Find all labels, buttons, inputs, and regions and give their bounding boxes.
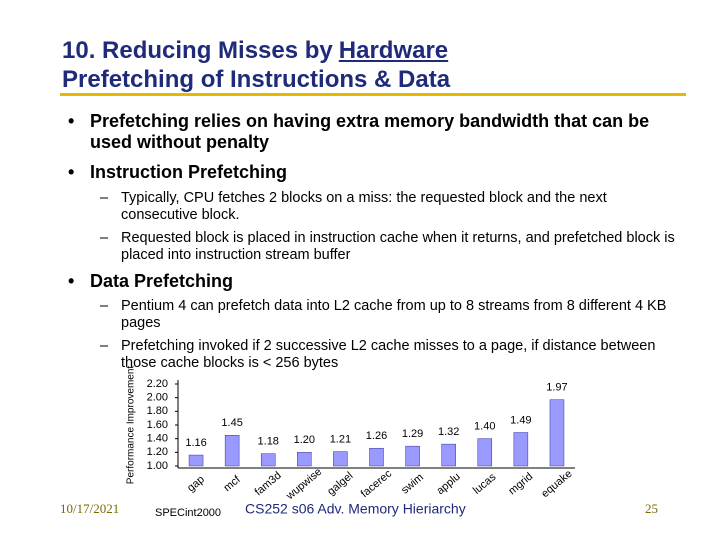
x-tick-label: wupwise bbox=[283, 466, 324, 503]
bullet: Prefetching relies on having extra memor… bbox=[90, 111, 650, 152]
x-tick-label: lucas bbox=[471, 471, 499, 497]
bar bbox=[441, 443, 456, 467]
value-label: 1.18 bbox=[258, 436, 279, 448]
sub-bullet-marker: – bbox=[100, 298, 109, 314]
footer-page: 25 bbox=[645, 501, 658, 516]
title-text: 10. Reducing Misses by bbox=[62, 37, 333, 64]
y-tick-label: 1.40 bbox=[147, 433, 168, 445]
title-text: Prefetching of Instructions & Data bbox=[62, 66, 451, 93]
y-tick-label: 1.80 bbox=[147, 405, 168, 417]
x-tick-label: fam3d bbox=[253, 470, 284, 499]
value-label: 1.16 bbox=[185, 437, 206, 449]
value-label: 1.40 bbox=[474, 421, 495, 433]
bar bbox=[297, 452, 312, 467]
footer-course: CS252 s06 Adv. Memory Hieriarchy bbox=[245, 501, 466, 517]
bar bbox=[369, 447, 384, 467]
x-tick-label: mcf bbox=[221, 473, 243, 494]
y-tick-label: 1.60 bbox=[147, 419, 168, 431]
bullet: Data Prefetching bbox=[90, 271, 234, 291]
slide-title: 10. Reducing Misses by Hardware Prefetchi… bbox=[62, 36, 450, 94]
x-tick-label: galgel bbox=[325, 470, 355, 498]
sub-bullet: Prefetching invoked if 2 successive L2 c… bbox=[121, 338, 656, 371]
bar bbox=[477, 438, 493, 467]
x-axis-title: SPECint2000 bbox=[155, 507, 221, 519]
bar bbox=[188, 454, 204, 467]
x-tick-label: gap bbox=[185, 473, 207, 494]
value-label: 1.45 bbox=[221, 417, 242, 429]
y-tick-label: 2.20 bbox=[147, 378, 168, 390]
sub-bullet-marker: – bbox=[100, 338, 109, 354]
value-label: 1.21 bbox=[330, 434, 351, 446]
bullet-marker: • bbox=[68, 271, 75, 291]
bullet-marker: • bbox=[68, 162, 75, 182]
title-rule bbox=[60, 93, 686, 96]
y-axis-title: Performance Improvement bbox=[126, 366, 137, 485]
y-tick-label: 1.20 bbox=[147, 446, 168, 458]
bar bbox=[260, 453, 276, 467]
sub-bullet: Pentium 4 can prefetch data into L2 cach… bbox=[121, 298, 667, 331]
sub-bullet-marker: – bbox=[100, 190, 109, 206]
x-tick-label: mgrid bbox=[506, 470, 535, 497]
x-tick-label: applu bbox=[434, 471, 462, 497]
value-label: 1.20 bbox=[294, 434, 315, 446]
bar bbox=[513, 432, 529, 467]
value-label: 1.49 bbox=[510, 414, 531, 426]
y-tick-label: 2.00 bbox=[147, 392, 168, 404]
sub-bullet: Requested block is placed in instruction… bbox=[121, 230, 675, 263]
sub-bullet-marker: – bbox=[100, 230, 109, 246]
bar bbox=[405, 445, 420, 467]
bar bbox=[333, 451, 348, 467]
title-underlined: Hardware bbox=[338, 37, 449, 64]
sub-bullet: Typically, CPU fetches 2 blocks on a mis… bbox=[121, 190, 607, 223]
y-tick-label: 1.00 bbox=[147, 460, 168, 472]
value-label: 1.26 bbox=[366, 430, 387, 442]
bar bbox=[224, 435, 240, 467]
bullet-marker: • bbox=[68, 111, 75, 131]
footer-date: 10/17/2021 bbox=[60, 501, 119, 516]
x-tick-label: swim bbox=[399, 471, 426, 496]
bullet: Instruction Prefetching bbox=[90, 162, 288, 182]
x-tick-label: facerec bbox=[359, 467, 395, 500]
bar bbox=[549, 399, 565, 467]
value-label: 1.32 bbox=[438, 426, 459, 438]
value-label: 1.29 bbox=[402, 428, 423, 440]
x-tick-label: equake bbox=[539, 468, 574, 500]
value-label: 1.97 bbox=[546, 382, 567, 394]
